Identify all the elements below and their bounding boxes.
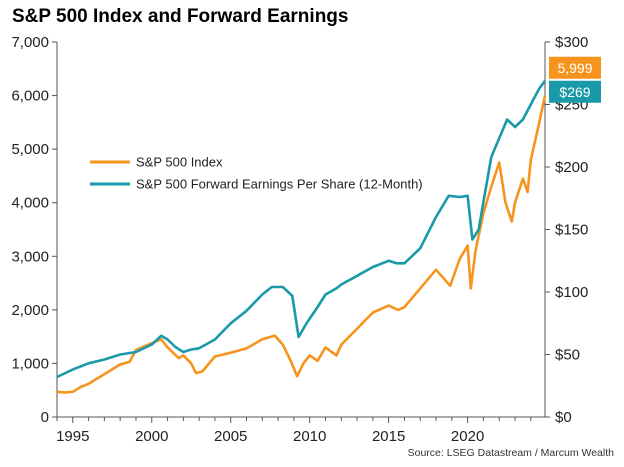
x-tick-label: 2000 [135, 428, 168, 445]
x-tick-label: 1995 [56, 428, 89, 445]
end-label-sp500-index: 5,999 [557, 60, 592, 76]
y-left-tick-label: 2,000 [11, 302, 49, 319]
y-right-tick-label: $300 [555, 34, 588, 51]
legend-label-sp500-index: S&P 500 Index [136, 155, 223, 170]
y-left-tick-label: 3,000 [11, 248, 49, 265]
y-left-tick-label: 5,000 [11, 141, 49, 158]
x-tick-label: 2010 [293, 428, 326, 445]
chart-legend: S&P 500 Index S&P 500 Forward Earnings Pe… [90, 155, 423, 192]
legend-label-forward-eps: S&P 500 Forward Earnings Per Share (12-M… [136, 177, 423, 192]
end-label-box-sp500-index [549, 56, 601, 79]
end-label-forward-eps: $269 [559, 84, 590, 100]
series-line-sp500-index [56, 95, 547, 394]
y-left-tick-label: 0 [41, 409, 49, 426]
y-left-tick-label: 4,000 [11, 195, 49, 212]
chart-end-labels: 5,999 $269 [549, 56, 601, 103]
x-tick-label: 2015 [372, 428, 405, 445]
y-right-tick-label: $100 [555, 284, 588, 301]
y-left-tick-label: 1,000 [11, 355, 49, 372]
y-left-tick-label: 7,000 [11, 34, 49, 51]
chart-lines [56, 80, 547, 394]
chart-title: S&P 500 Index and Forward Earnings [12, 6, 349, 27]
series-line-forward-eps [56, 80, 547, 379]
y-right-tick-label: $50 [555, 347, 580, 364]
y-left-tick-label: 6,000 [11, 88, 49, 105]
y-right-tick-label: $0 [555, 409, 572, 426]
chart-axes: 0 1,000 2,000 3,000 4,000 5,000 6,000 7,000 $0 $5… [11, 34, 588, 445]
x-tick-label: 2005 [214, 428, 247, 445]
chart-source: Source: LSEG Datastream / Marcum Wealth [407, 447, 614, 459]
y-right-tick-label: $150 [555, 222, 588, 239]
x-tick-label: 2020 [451, 428, 484, 445]
end-label-box-forward-eps [549, 80, 601, 103]
y-right-tick-label: $200 [555, 159, 588, 176]
